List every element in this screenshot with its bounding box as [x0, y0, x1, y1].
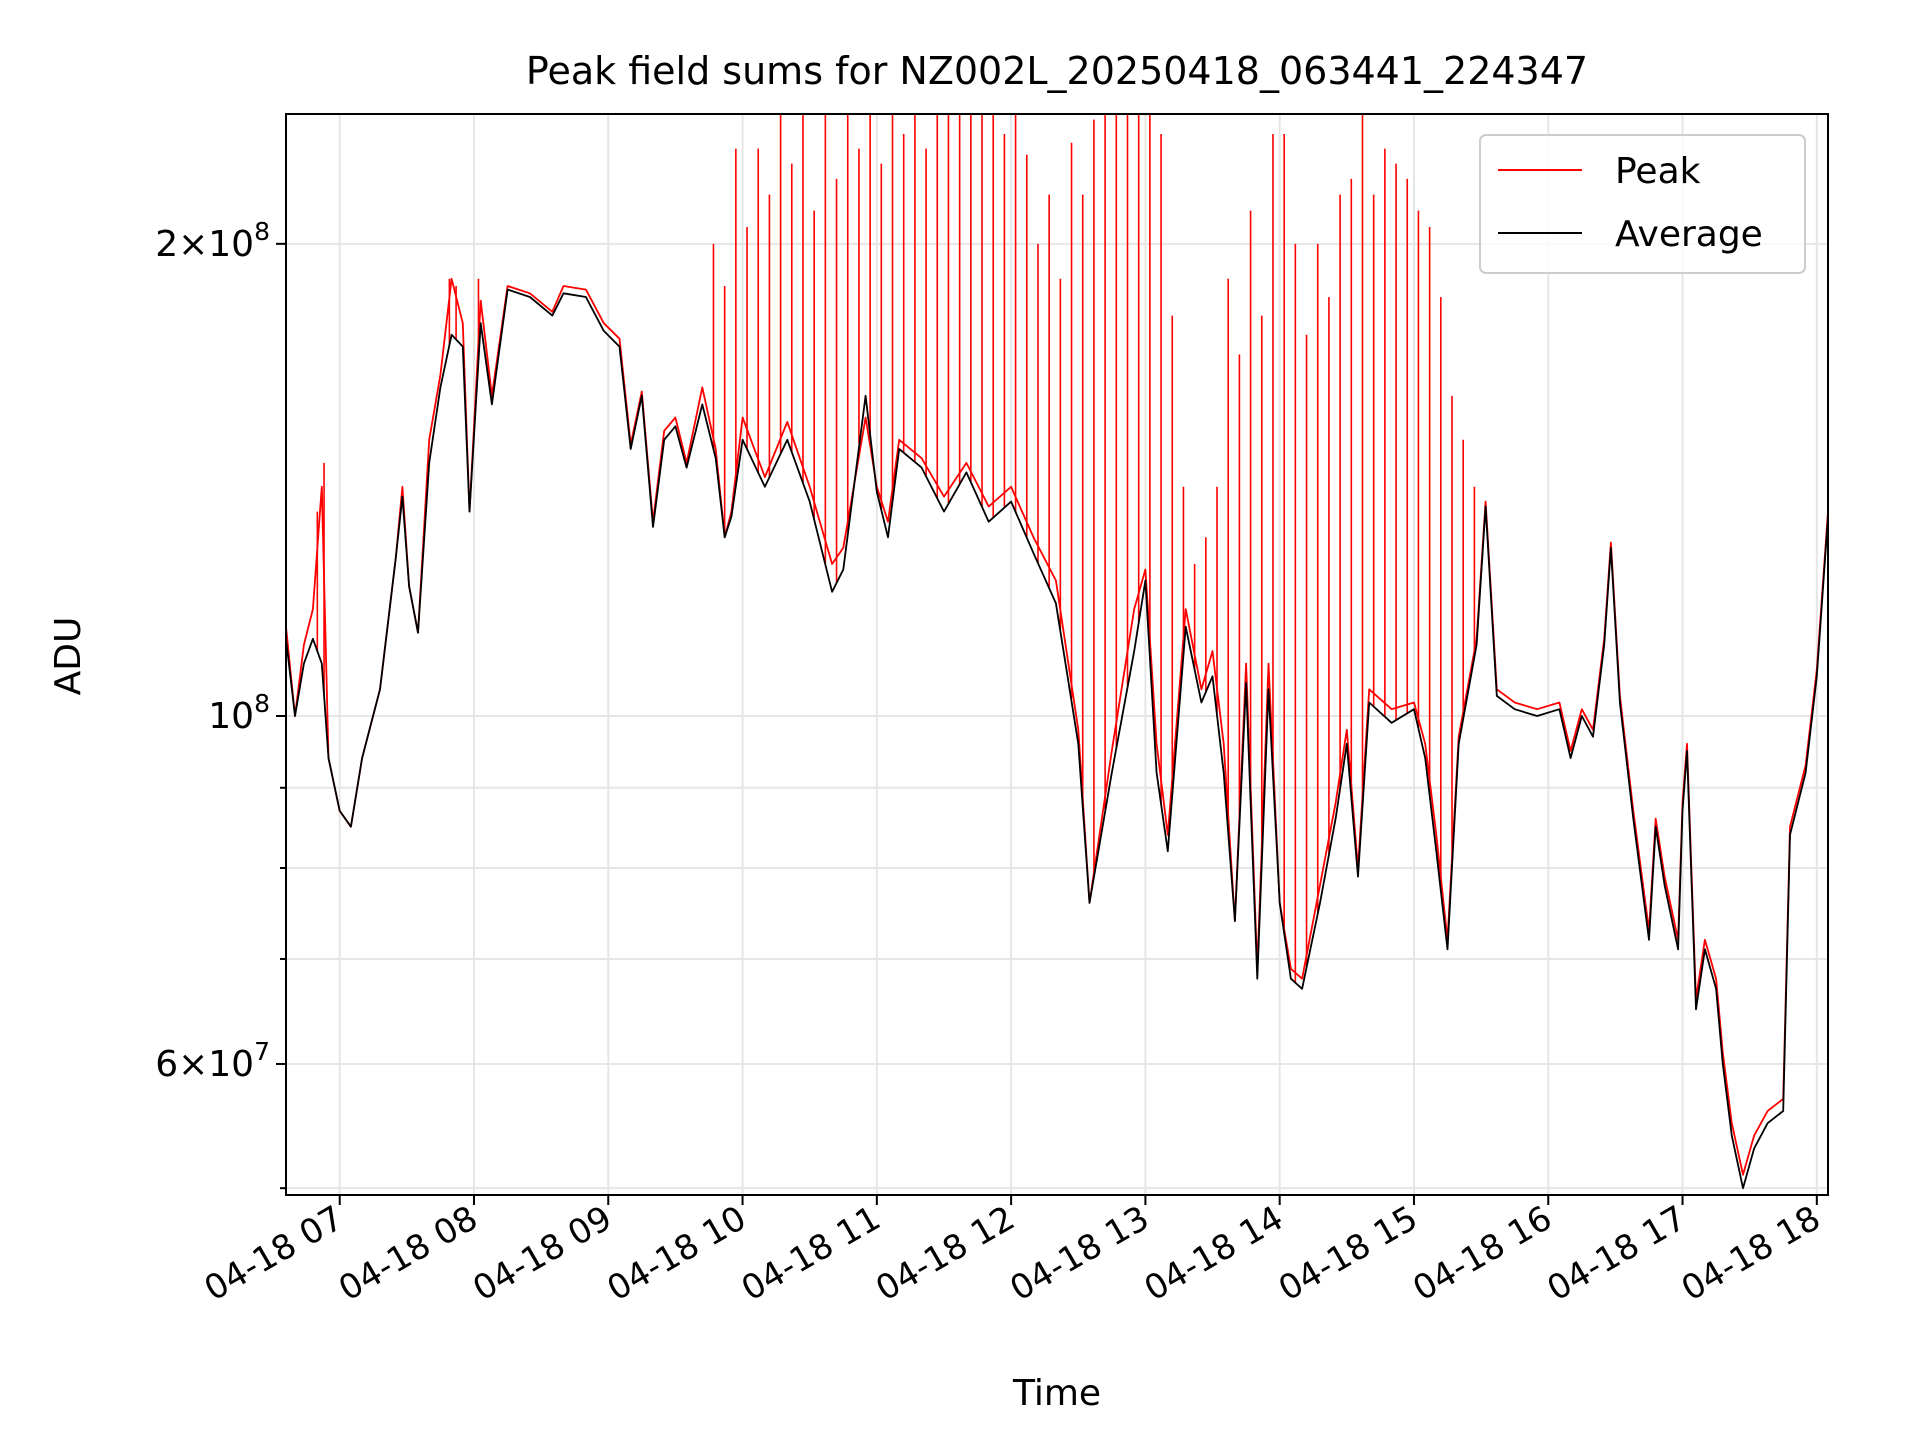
x-axis-label: Time	[1012, 1373, 1101, 1414]
legend-label-peak: Peak	[1615, 151, 1701, 192]
y-tick-label: 2×108	[155, 217, 270, 265]
spikes	[316, 114, 1476, 983]
plot-area	[286, 114, 1828, 1190]
series-line-average	[286, 288, 1828, 1190]
y-axis-label: ADU	[48, 617, 89, 696]
legend-label-average: Average	[1615, 214, 1763, 255]
plot-frame	[285, 113, 1829, 1196]
gridlines	[286, 114, 1828, 1195]
y-tick-label: 6×107	[155, 1037, 270, 1085]
legend: Peak Average	[1479, 134, 1806, 274]
y-tick-label: 108	[208, 689, 270, 737]
chart-title: Peak field sums for NZ002L_20250418_0634…	[526, 49, 1588, 93]
series-lines	[286, 277, 1828, 1190]
y-axis: 2×108 108 6×107	[155, 217, 286, 1190]
